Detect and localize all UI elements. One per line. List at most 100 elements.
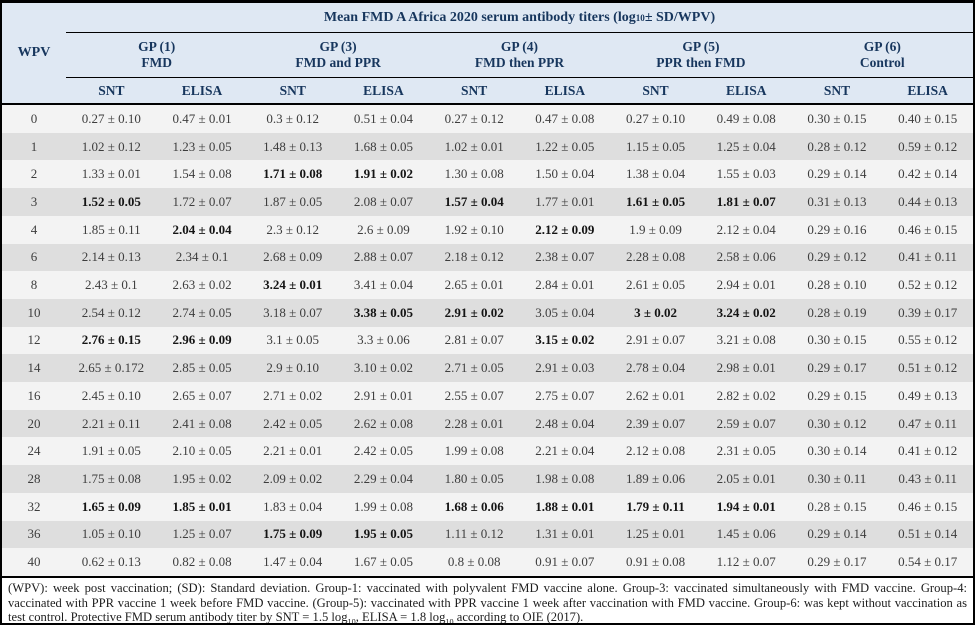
titer-cell: 2.65 ± 0.172 xyxy=(78,360,145,376)
titer-cell: 0.46 ± 0.15 xyxy=(898,498,958,514)
titer-cell: 1.68 ± 0.05 xyxy=(353,138,414,154)
table-row-wpv-2: 2 1.33 ± 0.01 1.54 ± 0.08 1.71 ± 0.08 1.91 ±… xyxy=(2,160,973,189)
titer-cell: 0.30 ± 0.11 xyxy=(807,470,867,486)
titer-cell: 1.91 ± 0.02 xyxy=(353,166,414,182)
wpv-value: 10 xyxy=(27,304,41,320)
titer-cell: 2.04 ± 0.04 xyxy=(172,221,232,237)
table-title: Mean FMD A Africa 2020 serum antibody ti… xyxy=(66,3,973,33)
subcolumn-header-gp4-snt: SNT xyxy=(461,82,488,98)
table-footnote: (WPV): week post vaccination; (SD): Stan… xyxy=(2,576,973,623)
table-row-wpv-6: 6 2.14 ± 0.13 2.34 ± 0.1 2.68 ± 0.09 2.88 ± … xyxy=(2,243,973,272)
titer-cell: 0.29 ± 0.16 xyxy=(807,221,867,237)
titer-cell: 1.25 ± 0.04 xyxy=(716,138,776,154)
titer-cell: 0.29 ± 0.14 xyxy=(807,526,867,542)
titer-cell: 1.91 ± 0.05 xyxy=(81,443,141,459)
titer-cell: 3.1 ± 0.05 xyxy=(266,332,320,348)
titer-cell: 2.39 ± 0.07 xyxy=(625,415,686,431)
titer-cell: 2.43 ± 0.1 xyxy=(85,277,138,293)
titer-cell: 2.61 ± 0.05 xyxy=(625,277,686,293)
table-body: 0 0.27 ± 0.10 0.47 ± 0.01 0.3 ± 0.12 0.51 ± … xyxy=(2,105,973,576)
titer-cell: 2.42 ± 0.05 xyxy=(353,443,414,459)
titer-cell: 2.76 ± 0.15 xyxy=(81,332,141,348)
titer-cell: 2.59 ± 0.07 xyxy=(716,415,776,431)
titer-cell: 2.75 ± 0.07 xyxy=(535,387,595,403)
titer-cell: 0.28 ± 0.12 xyxy=(807,138,867,154)
titer-cell: 2.82 ± 0.02 xyxy=(716,387,776,403)
wpv-value: 1 xyxy=(30,138,38,154)
titer-cell: 2.41 ± 0.08 xyxy=(172,415,232,431)
subcolumn-header-gp6-snt: SNT xyxy=(823,82,851,98)
titer-cell: 1.11 ± 0.12 xyxy=(444,526,504,542)
titer-cell: 1.75 ± 0.08 xyxy=(81,470,141,486)
titer-cell: 1.12 ± 0.07 xyxy=(716,554,776,570)
titer-cell: 0.59 ± 0.12 xyxy=(898,138,958,154)
titer-cell: 2.78 ± 0.04 xyxy=(625,360,686,376)
wpv-value: 8 xyxy=(30,277,38,293)
titer-cell: 2.21 ± 0.11 xyxy=(82,415,141,431)
table-row-wpv-4: 4 1.85 ± 0.11 2.04 ± 0.04 2.3 ± 0.12 2.6 ± 0… xyxy=(2,215,973,244)
titer-cell: 1.54 ± 0.08 xyxy=(172,166,232,182)
titer-cell: 2.21 ± 0.04 xyxy=(535,443,595,459)
titer-cell: 0.62 ± 0.13 xyxy=(81,554,141,570)
wpv-value: 24 xyxy=(27,443,41,459)
titer-cell: 1.52 ± 0.05 xyxy=(81,193,141,209)
titer-cell: 1.88 ± 0.01 xyxy=(535,498,595,514)
titer-cell: 0.54 ± 0.17 xyxy=(898,554,958,570)
titer-cell: 0.40 ± 0.15 xyxy=(898,110,958,126)
titer-cell: 1.15 ± 0.05 xyxy=(625,138,686,154)
titer-cell: 2.31 ± 0.05 xyxy=(716,443,776,459)
titer-cell: 1.72 ± 0.07 xyxy=(172,193,232,209)
table-header: WPV Mean FMD A Africa 2020 serum antibod… xyxy=(2,3,973,105)
titer-cell: 1.9 ± 0.09 xyxy=(629,221,682,237)
titer-cell: 2.34 ± 0.1 xyxy=(175,249,229,265)
titer-cell: 0.51 ± 0.04 xyxy=(353,110,414,126)
column-group-gp5: GP (5) PPR then FMD xyxy=(656,39,746,70)
titer-cell: 0.29 ± 0.12 xyxy=(807,249,867,265)
titer-cell: 1.71 ± 0.08 xyxy=(263,166,323,182)
subcolumn-header-gp1-elisa: ELISA xyxy=(181,82,223,98)
titer-cell: 0.39 ± 0.17 xyxy=(898,304,958,320)
column-group-gp6: GP (6) Control xyxy=(859,39,905,70)
titer-cell: 2.45 ± 0.10 xyxy=(81,387,141,403)
wpv-column-header: WPV xyxy=(17,45,51,60)
wpv-value: 36 xyxy=(27,526,41,542)
titer-cell: 2.28 ± 0.01 xyxy=(444,415,504,431)
table-row-wpv-12: 12 2.76 ± 0.15 2.96 ± 0.09 3.1 ± 0.05 3.3 ± … xyxy=(2,326,973,355)
titer-cell: 0.30 ± 0.12 xyxy=(807,415,867,431)
titer-cell: 2.14 ± 0.13 xyxy=(81,249,141,265)
titer-cell: 1.95 ± 0.02 xyxy=(172,470,232,486)
titer-cell: 1.92 ± 0.10 xyxy=(444,221,504,237)
titer-cell: 1.99 ± 0.08 xyxy=(444,443,504,459)
titer-cell: 0.8 ± 0.08 xyxy=(447,554,501,570)
titer-cell: 2.91 ± 0.01 xyxy=(353,387,414,403)
wpv-value: 4 xyxy=(30,221,38,237)
subcolumn-header-gp1-snt: SNT xyxy=(98,82,125,98)
titer-cell: 1.61 ± 0.05 xyxy=(625,193,686,209)
titer-cell: 0.46 ± 0.15 xyxy=(898,221,958,237)
titer-cell: 2.91 ± 0.07 xyxy=(625,332,686,348)
titer-cell: 1.98 ± 0.08 xyxy=(535,470,595,486)
table-row-wpv-32: 32 1.65 ± 0.09 1.85 ± 0.01 1.83 ± 0.04 1.99 … xyxy=(2,492,973,521)
titer-cell: 2.9 ± 0.10 xyxy=(266,360,320,376)
titer-cell: 1.25 ± 0.07 xyxy=(172,526,232,542)
titer-cell: 0.47 ± 0.11 xyxy=(898,415,957,431)
titer-cell: 1.99 ± 0.08 xyxy=(353,498,414,514)
titer-cell: 1.81 ± 0.07 xyxy=(716,193,776,209)
titer-cell: 1.75 ± 0.09 xyxy=(263,526,323,542)
table-row-wpv-10: 10 2.54 ± 0.12 2.74 ± 0.05 3.18 ± 0.07 3.38 … xyxy=(2,298,973,327)
wpv-value: 0 xyxy=(30,110,38,126)
titer-cell: 0.27 ± 0.10 xyxy=(625,110,686,126)
titer-cell: 0.43 ± 0.11 xyxy=(898,470,957,486)
titer-cell: 2.63 ± 0.02 xyxy=(172,277,232,293)
titer-cell: 1.02 ± 0.12 xyxy=(81,138,141,154)
titer-cell: 1.85 ± 0.11 xyxy=(82,221,141,237)
wpv-value: 32 xyxy=(27,498,41,514)
titer-cell: 2.62 ± 0.08 xyxy=(353,415,414,431)
titer-cell: 2.65 ± 0.07 xyxy=(172,387,232,403)
titer-cell: 0.51 ± 0.12 xyxy=(898,360,958,376)
titer-cell: 2.71 ± 0.05 xyxy=(444,360,504,376)
titer-cell: 0.41 ± 0.12 xyxy=(898,443,958,459)
titer-cell: 2.85 ± 0.05 xyxy=(172,360,232,376)
titer-cell: 0.44 ± 0.13 xyxy=(898,193,958,209)
